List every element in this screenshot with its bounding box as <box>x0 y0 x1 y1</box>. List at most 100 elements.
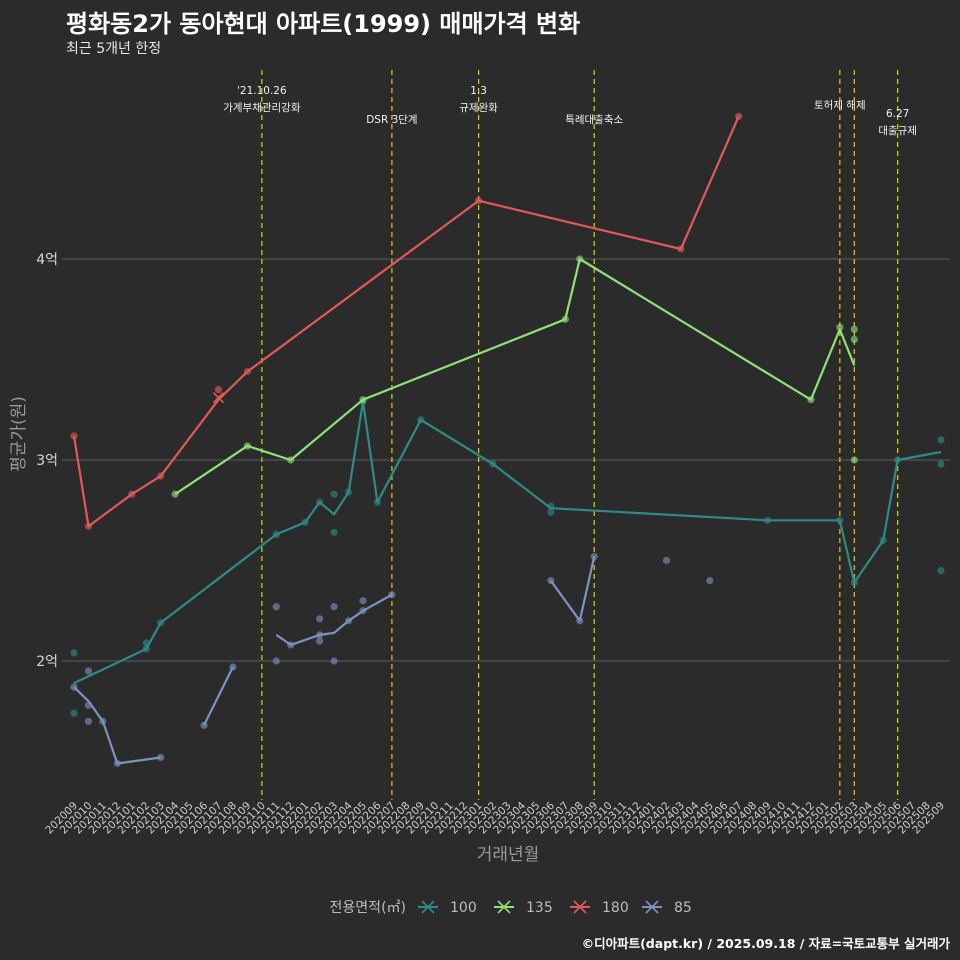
data-point-85 <box>272 603 280 611</box>
data-point-85 <box>84 717 93 725</box>
series-line-135 <box>174 257 856 496</box>
x-axis-title: 거래년월 <box>477 845 540 865</box>
data-point-180 <box>475 197 483 205</box>
data-point-100 <box>301 518 309 526</box>
data-point-180 <box>128 490 136 498</box>
y-tick-label: 3억 <box>36 453 58 469</box>
cross-marker-180 <box>212 392 225 404</box>
data-point-85 <box>576 617 584 625</box>
chart-title: 평화동2가 동아현대 아파트(1999) 매매가격 변화 <box>66 10 581 38</box>
data-point-85 <box>70 683 78 691</box>
data-point-85 <box>316 631 324 639</box>
data-point-85 <box>316 637 324 645</box>
data-point-135 <box>243 442 251 450</box>
data-point-100 <box>330 528 338 536</box>
data-point-100 <box>764 516 772 524</box>
legend-swatch-cross <box>421 900 435 914</box>
data-point-135 <box>850 335 858 343</box>
data-point-85 <box>99 717 107 725</box>
data-point-180 <box>243 367 251 376</box>
legend-label: 100 <box>450 900 477 916</box>
legend-swatch-cross <box>497 900 511 914</box>
policy-annotation: 특례대출축소 <box>565 114 623 126</box>
data-point-85 <box>84 701 93 709</box>
data-point-100 <box>157 619 165 627</box>
data-point-100 <box>70 649 78 657</box>
data-point-100 <box>547 502 555 510</box>
legend-swatch-cross <box>573 900 587 914</box>
data-point-85 <box>388 591 396 599</box>
source-credit: ©디아파트(dapt.kr) / 2025.09.18 / 자료=국토교통부 실… <box>581 936 950 951</box>
series-group <box>70 112 945 768</box>
data-point-100 <box>373 498 382 506</box>
data-point-85 <box>344 617 353 625</box>
data-point-85 <box>590 552 598 561</box>
data-point-135 <box>850 456 858 464</box>
series-line-85 <box>203 666 234 726</box>
data-point-100 <box>937 460 945 468</box>
series-line-85 <box>549 556 596 622</box>
data-point-135 <box>576 255 584 263</box>
data-point-180 <box>735 112 743 120</box>
data-point-85 <box>84 667 93 675</box>
data-point-135 <box>807 396 815 404</box>
data-point-85 <box>229 663 237 671</box>
data-point-135 <box>287 456 295 464</box>
data-point-85 <box>316 615 324 623</box>
data-point-85 <box>359 597 367 605</box>
data-point-100 <box>142 645 150 653</box>
data-point-180 <box>84 522 93 530</box>
data-point-100 <box>894 456 902 464</box>
policy-annotation: 6.27 <box>886 108 909 120</box>
data-point-100 <box>417 416 425 424</box>
data-point-180 <box>677 245 685 253</box>
data-point-135 <box>561 315 569 323</box>
data-point-135 <box>836 323 844 331</box>
data-point-85 <box>287 641 295 649</box>
data-point-85 <box>330 603 338 611</box>
data-point-135 <box>171 490 179 498</box>
data-point-100 <box>272 530 280 538</box>
policy-annotation: 1.3 <box>470 85 487 97</box>
data-point-100 <box>836 516 844 524</box>
series-line-85 <box>275 593 393 646</box>
policy-annotation: 토허제 해제 <box>814 99 866 112</box>
data-point-85 <box>272 657 280 665</box>
chart-subtitle: 최근 5개년 한정 <box>66 41 162 57</box>
policy-annotation: 규제완화 <box>459 101 498 114</box>
y-axis-title: 평균가(원) <box>9 396 29 472</box>
data-point-85 <box>706 577 714 585</box>
data-point-85 <box>113 759 121 768</box>
legend-label: 180 <box>602 900 629 916</box>
data-point-100 <box>547 508 555 516</box>
policy-annotation: 대출규제 <box>878 125 917 137</box>
data-point-85 <box>330 657 338 665</box>
y-tick-label: 4억 <box>36 252 58 268</box>
series-line-100 <box>73 400 942 685</box>
data-point-100 <box>344 488 353 496</box>
data-point-135 <box>359 396 367 404</box>
series-line-85 <box>73 686 161 765</box>
policy-annotation: DSR 3단계 <box>366 114 417 126</box>
data-point-180 <box>157 472 165 480</box>
legend-swatch-cross <box>645 900 659 914</box>
data-point-100 <box>316 498 324 506</box>
data-point-85 <box>547 577 555 585</box>
data-point-85 <box>200 721 208 729</box>
legend-title: 전용면적(㎡) <box>330 900 406 916</box>
policy-annotation: 가계부채관리강화 <box>223 102 301 114</box>
legend-label: 135 <box>526 900 553 916</box>
data-point-100 <box>937 566 945 575</box>
legend-label: 85 <box>674 900 692 916</box>
series-line-180 <box>72 115 740 528</box>
data-point-180 <box>214 386 223 394</box>
data-point-85 <box>359 607 367 615</box>
data-point-100 <box>70 709 78 717</box>
data-point-100 <box>142 639 150 647</box>
data-point-100 <box>489 460 497 468</box>
data-point-100 <box>879 536 887 545</box>
data-point-100 <box>937 436 945 444</box>
data-point-180 <box>70 432 78 440</box>
data-point-85 <box>662 556 671 565</box>
